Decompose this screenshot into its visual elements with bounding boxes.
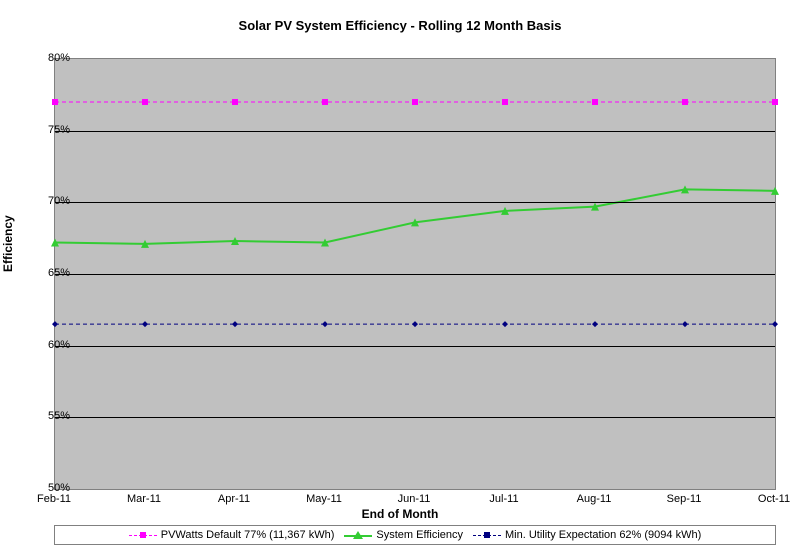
series-marker	[52, 99, 58, 105]
x-tick-label: May-11	[306, 493, 342, 505]
series-marker	[52, 321, 58, 327]
y-tick-label: 60%	[30, 339, 70, 351]
x-tick-label: Feb-11	[37, 493, 71, 505]
series-marker	[142, 321, 148, 327]
series-marker	[502, 99, 508, 105]
x-tick-label: Aug-11	[577, 493, 612, 505]
chart-title: Solar PV System Efficiency - Rolling 12 …	[0, 18, 800, 33]
series-marker	[142, 99, 148, 105]
series-marker	[772, 321, 778, 327]
y-axis-title: Efficiency	[1, 215, 15, 272]
y-tick-label: 65%	[30, 267, 70, 279]
legend-item: Min. Utility Expectation 62% (9094 kWh)	[473, 529, 701, 541]
series-marker	[682, 321, 688, 327]
y-tick-label: 75%	[30, 124, 70, 136]
legend-swatch	[473, 529, 501, 541]
series-marker	[322, 321, 328, 327]
legend-label: System Efficiency	[376, 529, 463, 541]
gridline	[55, 346, 775, 347]
x-tick-label: Jun-11	[398, 493, 431, 505]
legend-swatch	[344, 529, 372, 541]
x-tick-label: Oct-11	[758, 493, 790, 505]
series-marker	[682, 99, 688, 105]
legend-label: Min. Utility Expectation 62% (9094 kWh)	[505, 529, 701, 541]
legend-label: PVWatts Default 77% (11,367 kWh)	[161, 529, 335, 541]
gridline	[55, 417, 775, 418]
series-marker	[772, 99, 778, 105]
chart-container: Solar PV System Efficiency - Rolling 12 …	[0, 0, 800, 547]
y-tick-label: 55%	[30, 410, 70, 422]
legend-item: PVWatts Default 77% (11,367 kWh)	[129, 529, 335, 541]
gridline	[55, 274, 775, 275]
series-marker	[592, 321, 598, 327]
y-tick-label: 70%	[30, 195, 70, 207]
series-marker	[232, 99, 238, 105]
series-marker	[412, 99, 418, 105]
legend-item: System Efficiency	[344, 529, 463, 541]
series-line	[55, 189, 775, 243]
gridline	[55, 202, 775, 203]
x-tick-label: Sep-11	[667, 493, 702, 505]
series-marker	[322, 99, 328, 105]
legend-swatch	[129, 529, 157, 541]
plot-area	[54, 58, 776, 490]
x-tick-label: Apr-11	[218, 493, 250, 505]
series-marker	[412, 321, 418, 327]
series-marker	[592, 99, 598, 105]
series-marker	[232, 321, 238, 327]
x-tick-label: Mar-11	[127, 493, 161, 505]
legend: PVWatts Default 77% (11,367 kWh) System E…	[54, 525, 776, 545]
x-axis-title: End of Month	[0, 507, 800, 521]
y-tick-label: 80%	[30, 52, 70, 64]
gridline	[55, 131, 775, 132]
series-marker	[502, 321, 508, 327]
x-tick-label: Jul-11	[489, 493, 518, 505]
